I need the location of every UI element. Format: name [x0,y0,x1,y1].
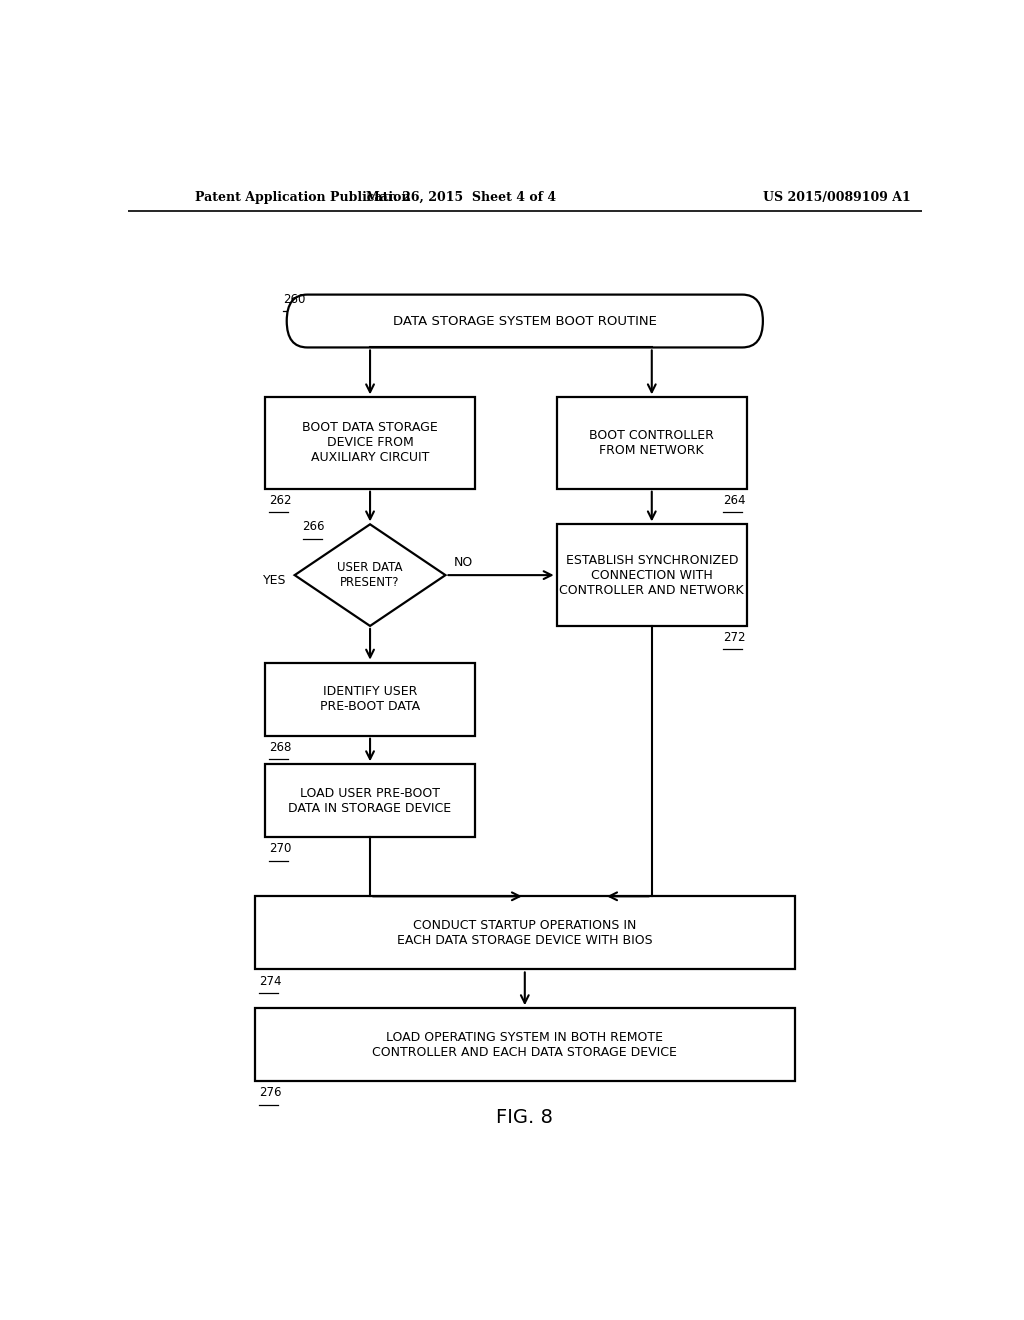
FancyBboxPatch shape [265,663,475,735]
Text: LOAD OPERATING SYSTEM IN BOTH REMOTE
CONTROLLER AND EACH DATA STORAGE DEVICE: LOAD OPERATING SYSTEM IN BOTH REMOTE CON… [373,1031,677,1059]
FancyBboxPatch shape [557,397,748,488]
Text: 272: 272 [723,631,745,644]
Text: LOAD USER PRE-BOOT
DATA IN STORAGE DEVICE: LOAD USER PRE-BOOT DATA IN STORAGE DEVIC… [289,787,452,814]
Text: DATA STORAGE SYSTEM BOOT ROUTINE: DATA STORAGE SYSTEM BOOT ROUTINE [393,314,656,327]
Text: BOOT CONTROLLER
FROM NETWORK: BOOT CONTROLLER FROM NETWORK [590,429,714,457]
FancyBboxPatch shape [557,524,748,626]
Text: YES: YES [263,574,287,586]
Text: Patent Application Publication: Patent Application Publication [196,190,411,203]
Text: 268: 268 [269,741,291,754]
Text: Mar. 26, 2015  Sheet 4 of 4: Mar. 26, 2015 Sheet 4 of 4 [367,190,556,203]
FancyBboxPatch shape [265,397,475,488]
Text: 264: 264 [723,494,745,507]
Text: 260: 260 [283,293,305,305]
Text: USER DATA
PRESENT?: USER DATA PRESENT? [337,561,402,589]
Text: 270: 270 [269,842,291,855]
Text: 276: 276 [259,1086,282,1100]
Polygon shape [295,524,445,626]
Text: 266: 266 [303,520,325,533]
Text: 262: 262 [269,494,292,507]
Text: CONDUCT STARTUP OPERATIONS IN
EACH DATA STORAGE DEVICE WITH BIOS: CONDUCT STARTUP OPERATIONS IN EACH DATA … [397,919,652,946]
Text: BOOT DATA STORAGE
DEVICE FROM
AUXILIARY CIRCUIT: BOOT DATA STORAGE DEVICE FROM AUXILIARY … [302,421,438,465]
Text: NO: NO [454,557,473,569]
FancyBboxPatch shape [287,294,763,347]
Text: US 2015/0089109 A1: US 2015/0089109 A1 [763,190,910,203]
Text: 274: 274 [259,974,282,987]
Text: IDENTIFY USER
PRE-BOOT DATA: IDENTIFY USER PRE-BOOT DATA [319,685,420,713]
FancyBboxPatch shape [265,764,475,837]
FancyBboxPatch shape [255,896,795,969]
Text: FIG. 8: FIG. 8 [497,1109,553,1127]
FancyBboxPatch shape [255,1008,795,1081]
Text: ESTABLISH SYNCHRONIZED
CONNECTION WITH
CONTROLLER AND NETWORK: ESTABLISH SYNCHRONIZED CONNECTION WITH C… [559,553,744,597]
